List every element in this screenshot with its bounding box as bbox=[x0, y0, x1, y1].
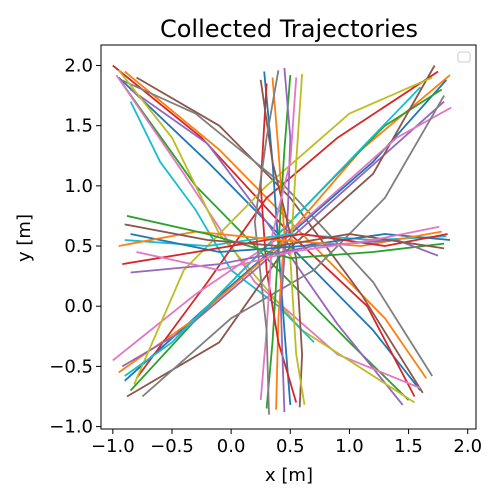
plot-frame bbox=[100, 44, 477, 430]
trajectory-line bbox=[130, 233, 451, 253]
x-tick-label: 1.5 bbox=[394, 436, 423, 457]
y-tick-label: 1.5 bbox=[64, 116, 93, 137]
trajectory-line bbox=[135, 70, 439, 379]
trajectory-line bbox=[253, 70, 280, 415]
x-tick-label: −1.0 bbox=[91, 436, 135, 457]
x-tick-label: 1.0 bbox=[335, 436, 364, 457]
y-tick-label: 1.0 bbox=[64, 176, 93, 197]
y-tick-label: −1.0 bbox=[49, 417, 93, 438]
x-axis-label: x [m] bbox=[265, 465, 313, 486]
trajectory-line bbox=[279, 67, 292, 413]
trajectory-line bbox=[133, 76, 433, 385]
y-axis-label: y [m] bbox=[14, 214, 35, 262]
trajectory-line bbox=[115, 74, 421, 389]
legend-box bbox=[457, 51, 471, 63]
trajectory-line bbox=[124, 86, 422, 377]
y-tick-label: 0.5 bbox=[64, 236, 93, 257]
trajectory-lines bbox=[112, 64, 452, 415]
trajectory-line bbox=[141, 95, 445, 398]
chart-title: Collected Trajectories bbox=[160, 15, 418, 43]
x-tick-label: 0.0 bbox=[217, 436, 246, 457]
trajectory-line bbox=[259, 77, 298, 401]
y-tick-label: −0.5 bbox=[49, 356, 93, 377]
trajectory-line bbox=[136, 225, 440, 272]
trajectory-line bbox=[121, 82, 410, 401]
x-axis: −1.0 −0.5 0.0 0.5 1.0 1.5 2.0 bbox=[91, 429, 482, 457]
x-tick-label: 0.5 bbox=[276, 436, 305, 457]
y-tick-label: 2.0 bbox=[64, 55, 93, 76]
trajectory-line bbox=[126, 215, 445, 260]
y-tick-label: 0.0 bbox=[64, 296, 93, 317]
x-tick-label: 2.0 bbox=[453, 436, 482, 457]
trajectory-line bbox=[112, 106, 452, 362]
x-tick-label: −0.5 bbox=[150, 436, 194, 457]
trajectory-line bbox=[136, 76, 424, 394]
trajectory-line bbox=[259, 83, 298, 403]
y-axis: −1.0 −0.5 0.0 0.5 1.0 1.5 2.0 bbox=[49, 55, 101, 438]
trajectory-line bbox=[121, 100, 445, 368]
trajectory-line bbox=[130, 88, 404, 406]
trajectory-line bbox=[130, 239, 439, 274]
